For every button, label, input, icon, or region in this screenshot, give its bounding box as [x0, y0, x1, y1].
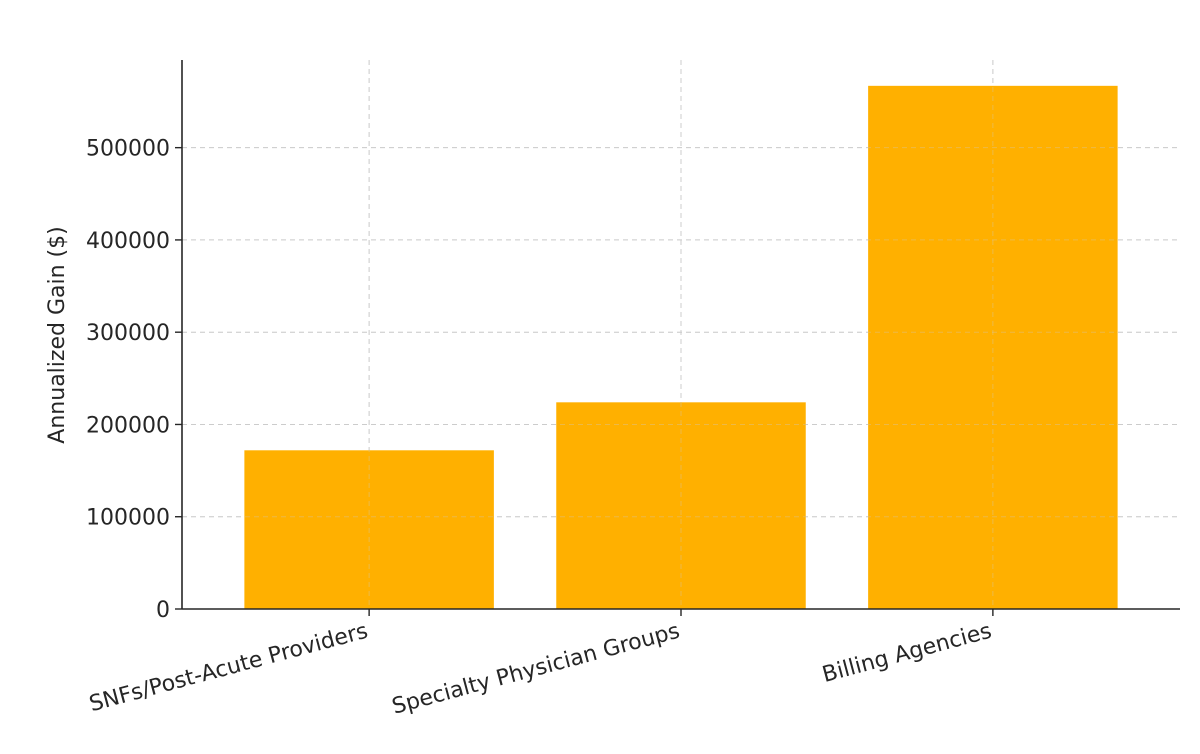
x-tick-labels: SNFs/Post-Acute Providers Specialty Physi…: [87, 619, 995, 720]
bar: [556, 402, 806, 609]
axes-layer: [175, 60, 1180, 616]
grid-layer: [182, 60, 1180, 609]
x-tick-label: Billing Agencies: [820, 619, 995, 688]
y-tick-label: 500000: [86, 137, 170, 162]
grid-over-layer: [182, 60, 1180, 609]
x-tick-label: Specialty Physician Groups: [389, 619, 682, 720]
y-tick-label: 100000: [86, 506, 170, 531]
y-axis-title: Annualized Gain ($): [45, 226, 70, 443]
y-tick-label: 300000: [86, 321, 170, 346]
bars-layer: [244, 85, 1118, 609]
y-tick-label: 200000: [86, 413, 170, 438]
x-tick-label: SNFs/Post-Acute Providers: [87, 619, 371, 718]
bar: [868, 85, 1118, 609]
y-tick-label: 0: [156, 598, 170, 623]
y-tick-labels: 0 100000 200000 300000 400000 500000: [86, 137, 170, 623]
y-tick-label: 400000: [86, 229, 170, 254]
bar: [244, 450, 494, 609]
